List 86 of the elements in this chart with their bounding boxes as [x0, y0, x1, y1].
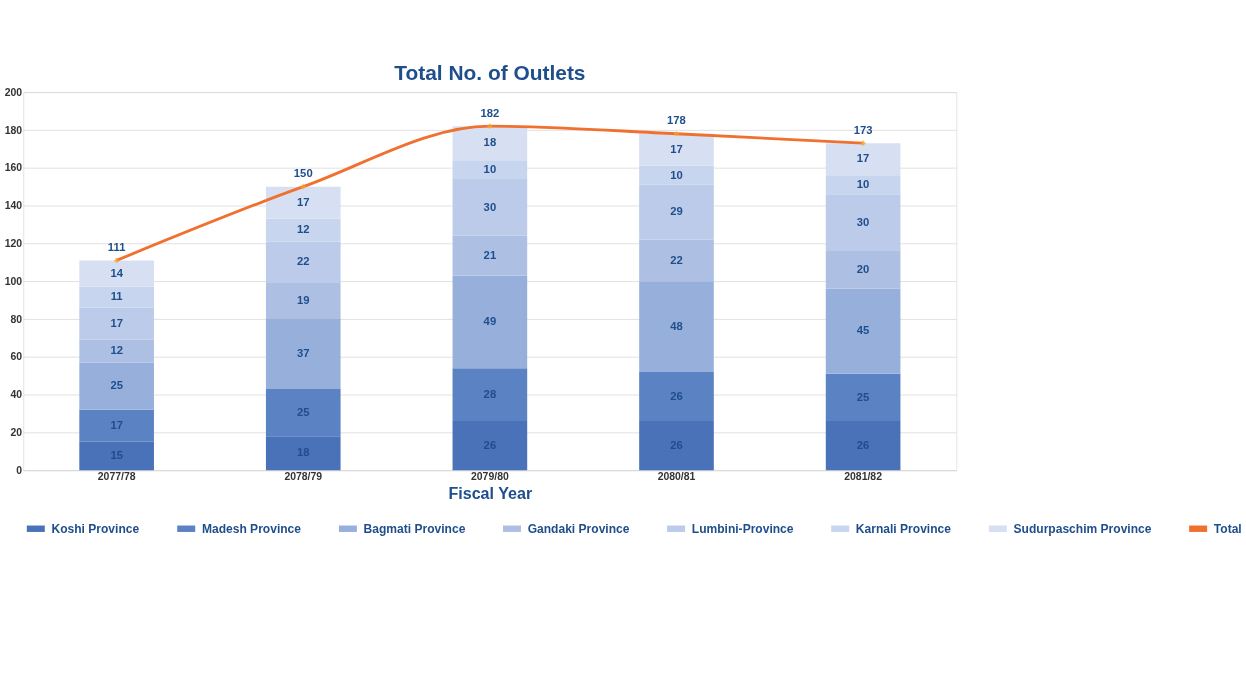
data-label: 150	[293, 167, 313, 180]
bar	[452, 421, 528, 471]
data-label: 14	[110, 266, 124, 279]
legend-label: Total	[1213, 521, 1242, 536]
data-label: 12	[110, 344, 123, 357]
data-label: 17	[297, 195, 310, 208]
data-label: 17	[856, 152, 870, 165]
legend-label: Karnali Province	[855, 521, 952, 536]
data-label: 10	[483, 162, 497, 175]
data-label: 25	[110, 379, 123, 392]
bar	[452, 126, 528, 161]
bar	[265, 436, 341, 471]
data-label: 111	[107, 240, 126, 253]
y-tick-label: 20	[10, 427, 23, 439]
bar	[265, 186, 341, 219]
x-tick-label: 2081/82	[844, 471, 883, 483]
data-label: 12	[297, 223, 310, 236]
bar	[639, 133, 714, 166]
data-label: 11	[110, 290, 123, 303]
data-label: 22	[297, 255, 310, 268]
bar	[79, 362, 154, 410]
data-label: 20	[856, 263, 870, 276]
data-label: 30	[856, 215, 870, 228]
bar	[825, 250, 901, 289]
bar	[79, 409, 154, 442]
legend-label: Lumbini-Province	[691, 521, 794, 536]
data-label: 25	[856, 390, 870, 403]
legend-label: Bagmati Province	[363, 521, 466, 536]
data-label: 19	[297, 294, 310, 307]
y-tick-label: 60	[10, 351, 23, 363]
bar	[639, 281, 714, 372]
y-tick-label: 100	[4, 275, 23, 287]
legend-label: Madesh Province	[201, 521, 302, 536]
bar	[825, 288, 901, 374]
data-label: 10	[856, 178, 870, 190]
data-label: 178	[667, 114, 686, 127]
data-label: 17	[670, 143, 683, 156]
data-label: 10	[670, 168, 683, 181]
y-tick-label: 160	[4, 162, 23, 174]
bar	[639, 371, 714, 422]
data-label: 45	[856, 324, 870, 337]
legend-label: Gandaki Province	[527, 521, 630, 536]
data-label: 173	[853, 123, 873, 136]
data-label: 25	[297, 405, 310, 418]
x-tick-label: 2079/80	[471, 471, 509, 483]
x-tick-label: 2080/81	[657, 471, 696, 483]
data-label: 26	[670, 389, 683, 402]
bar	[452, 368, 528, 422]
y-tick-label: 140	[4, 200, 23, 212]
data-label: 18	[483, 136, 497, 149]
x-tick-label: 2078/79	[284, 471, 323, 483]
bar	[825, 421, 901, 471]
data-label: 48	[670, 319, 683, 332]
bar	[825, 143, 901, 176]
data-label: 28	[483, 387, 497, 400]
chart-title: Total No. of Outlets	[394, 61, 586, 85]
bar	[639, 421, 714, 471]
y-tick-label: 40	[10, 389, 23, 401]
data-label: 37	[297, 347, 310, 360]
x-tick-label: 2077/78	[97, 471, 136, 483]
y-tick-label: 120	[4, 238, 23, 249]
y-tick-label: 0	[16, 464, 23, 476]
data-label: 17	[110, 316, 123, 329]
y-tick-label: 200	[4, 86, 23, 98]
bar	[265, 283, 341, 319]
bar	[79, 260, 154, 287]
bar	[452, 275, 528, 369]
data-label: 30	[483, 200, 497, 213]
data-label: 29	[670, 205, 683, 218]
legend-label: Koshi Province	[51, 521, 140, 536]
bar	[265, 318, 341, 389]
bar	[639, 239, 714, 282]
x-axis-title: Fiscal Year	[448, 483, 533, 502]
legend-label: Sudurpaschim Province	[1013, 521, 1152, 536]
data-label: 49	[483, 315, 497, 328]
y-tick-label: 80	[10, 313, 23, 325]
data-label: 17	[110, 419, 123, 432]
y-tick-label: 180	[4, 124, 23, 136]
bar	[825, 373, 901, 422]
data-label: 22	[670, 253, 683, 266]
bar	[452, 235, 528, 276]
data-label: 182	[480, 106, 500, 119]
bar	[79, 339, 154, 363]
data-label: 21	[483, 248, 497, 261]
bar	[79, 441, 154, 471]
bar	[265, 388, 341, 437]
